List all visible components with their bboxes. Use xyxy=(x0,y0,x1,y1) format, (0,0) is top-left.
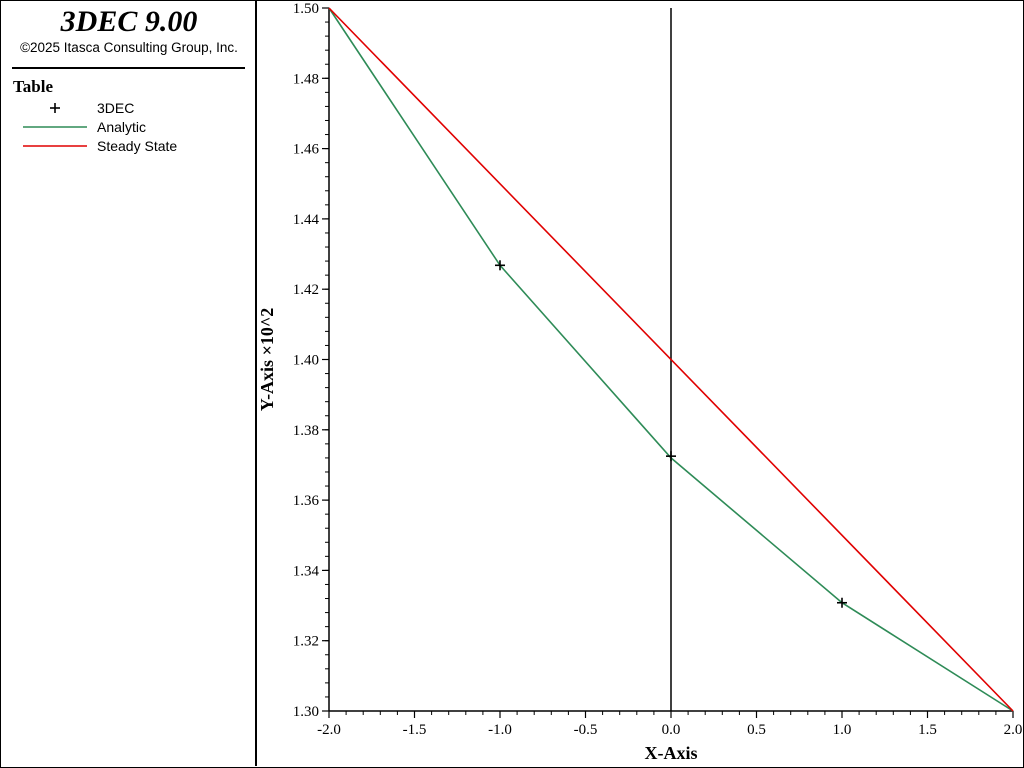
y-tick-label: 1.34 xyxy=(293,563,320,579)
legend-item-3dec: 3DEC xyxy=(1,99,255,117)
x-tick-label: 2.0 xyxy=(1004,722,1023,738)
y-tick-label: 1.32 xyxy=(293,634,319,650)
y-tick-label: 1.38 xyxy=(293,423,319,439)
green-line-icon xyxy=(23,126,87,128)
legend-item-analytic: Analytic xyxy=(1,118,255,136)
copyright-text: ©2025 Itasca Consulting Group, Inc. xyxy=(20,40,238,55)
x-tick-label: -2.0 xyxy=(317,722,341,738)
x-tick-label: 1.5 xyxy=(918,722,937,738)
y-tick-label: 1.46 xyxy=(293,142,320,158)
legend-label: Analytic xyxy=(97,119,147,135)
y-tick-label: 1.48 xyxy=(293,71,319,87)
y-tick-label: 1.42 xyxy=(293,282,319,298)
data-point-marker xyxy=(837,597,847,608)
x-tick-label: 0.0 xyxy=(662,722,681,738)
x-tick-label: -1.0 xyxy=(488,722,512,738)
data-point-marker xyxy=(666,451,676,462)
data-point-marker xyxy=(495,260,505,271)
legend-item-steady-state: Steady State xyxy=(1,137,255,155)
x-tick-label: -0.5 xyxy=(574,722,598,738)
x-tick-label: -1.5 xyxy=(403,722,427,738)
x-tick-label: 0.5 xyxy=(747,722,766,738)
y-axis-label: Y-Axis ×10^2 xyxy=(257,308,277,412)
legend-panel: 3DEC 9.00 ©2025 Itasca Consulting Group,… xyxy=(1,1,257,766)
plus-marker-icon xyxy=(50,103,60,113)
series-line-steady-state xyxy=(328,7,1014,712)
x-tick-label: 1.0 xyxy=(833,722,852,738)
y-tick-label: 1.30 xyxy=(293,704,319,720)
legend-label: Steady State xyxy=(97,138,178,154)
y-tick-label: 1.44 xyxy=(293,212,320,228)
legend-label: 3DEC xyxy=(97,100,135,116)
y-tick-label: 1.50 xyxy=(293,1,319,17)
legend-divider xyxy=(12,67,245,69)
app-title: 3DEC 9.00 xyxy=(60,5,198,38)
legend-title: Table xyxy=(13,77,54,96)
red-line-icon xyxy=(23,145,87,147)
x-axis-label: X-Axis xyxy=(645,743,698,763)
y-tick-label: 1.40 xyxy=(293,353,319,369)
y-tick-label: 1.36 xyxy=(293,493,320,509)
